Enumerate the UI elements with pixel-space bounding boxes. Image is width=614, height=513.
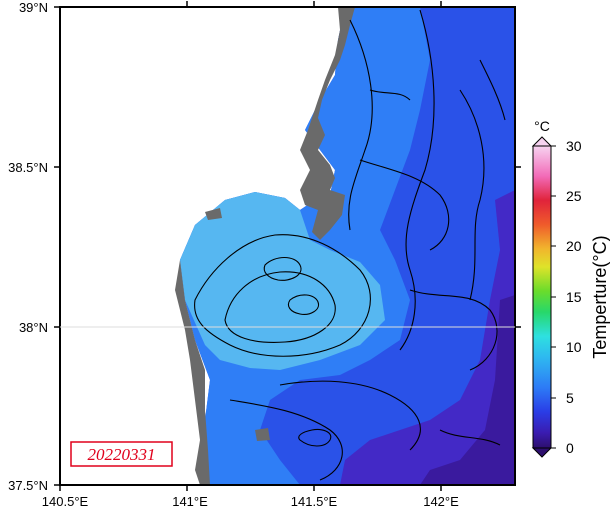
colorbar-tick-15: 15 xyxy=(566,289,582,305)
colorbar-tick-5: 5 xyxy=(566,390,574,406)
colorbar-tick-30: 30 xyxy=(566,138,582,154)
colorbar-tick-0: 0 xyxy=(566,440,574,456)
date-stamp-box: 20220331 xyxy=(70,441,173,467)
colorbar-max-arrow xyxy=(531,136,553,147)
lat-axis: 39°N 38.5°N 38°N 37.5°N xyxy=(8,0,521,493)
date-stamp: 20220331 xyxy=(88,445,156,464)
lon-label-140-5e: 140.5°E xyxy=(42,494,89,509)
colorbar-unit: °C xyxy=(534,118,550,134)
colorbar: °C 30 25 20 15 10 5 0 Temperture(°C) xyxy=(531,118,610,458)
colorbar-tick-10: 10 xyxy=(566,339,582,355)
sst-field-cold xyxy=(340,190,515,485)
sst-field-coldest xyxy=(420,295,515,485)
land-coast xyxy=(300,7,355,240)
lon-label-141-5e: 141.5°E xyxy=(291,494,338,509)
land-southern-coast xyxy=(175,260,210,485)
colorbar-scale xyxy=(532,145,552,449)
colorbar-tick-20: 20 xyxy=(566,238,582,254)
lon-label-142e: 142°E xyxy=(423,494,459,509)
land-islet-2 xyxy=(205,208,222,220)
colorbar-min-arrow xyxy=(531,447,553,458)
lat-label-38-5n: 38.5°N xyxy=(8,160,48,175)
lon-label-141e: 141°E xyxy=(172,494,208,509)
lat-label-37-5n: 37.5°N xyxy=(8,478,48,493)
land-islet-1 xyxy=(255,428,270,441)
sea-surface-temperature-map xyxy=(60,7,515,485)
isotherm-contours xyxy=(194,9,506,481)
lon-axis: 140.5°E 141°E 141.5°E 142°E xyxy=(42,1,459,509)
map-frame xyxy=(59,6,516,486)
lat-label-39n: 39°N xyxy=(19,0,48,15)
lat-label-38n: 38°N xyxy=(19,320,48,335)
colorbar-title: Temperture(°C) xyxy=(590,235,610,358)
sst-field-warm xyxy=(180,192,385,370)
colorbar-tick-25: 25 xyxy=(566,188,582,204)
